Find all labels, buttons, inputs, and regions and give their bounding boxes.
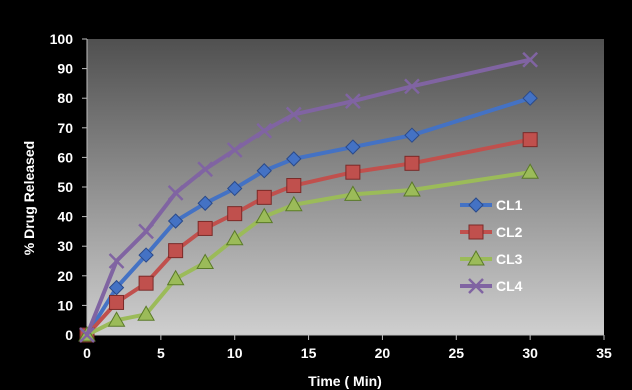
- series-cl4-point-stroke: [138, 223, 154, 240]
- series-cl4-point-stroke: [79, 327, 95, 343]
- series-cl4-point-stroke: [522, 51, 539, 68]
- series-cl4-point: [404, 78, 420, 95]
- series-cl1-point: [167, 213, 184, 229]
- x-tick-label: 25: [448, 345, 464, 361]
- series-cl4-point: [226, 142, 243, 158]
- series-cl4-point: [167, 185, 184, 201]
- x-tick-label: 30: [522, 345, 538, 361]
- legend-cl1-label: CL1: [496, 197, 523, 213]
- y-tick-label: 40: [57, 209, 73, 225]
- x-tick-label: 5: [157, 345, 165, 361]
- y-tick-label: 60: [57, 149, 73, 165]
- x-tick-label: 35: [596, 345, 612, 361]
- series-cl1-point: [345, 139, 361, 155]
- series-cl4-point-stroke: [167, 185, 184, 201]
- series-cl3-point: [255, 207, 274, 224]
- x-tick-label: 20: [375, 345, 391, 361]
- legend-item-cl4: CL4: [460, 278, 523, 294]
- series-cl1-point: [108, 279, 125, 296]
- x-axis-title: Time ( Min): [308, 373, 382, 389]
- series-cl4: [79, 51, 539, 343]
- series-cl2-point: [404, 155, 420, 171]
- series-cl4-point-stroke: [226, 142, 243, 158]
- legend-cl4-marker-stroke: [468, 278, 484, 294]
- y-tick-label: 90: [57, 61, 73, 77]
- series-cl1-point: [404, 127, 420, 143]
- series-cl4-point-stroke: [197, 161, 214, 178]
- legend-cl3-marker: [467, 249, 485, 266]
- y-tick-label: 50: [57, 179, 73, 195]
- y-tick-label: 0: [65, 327, 73, 343]
- series-cl4-point: [138, 223, 154, 240]
- legend: CL1 CL2 CL3 CL4: [460, 197, 523, 294]
- series-cl2-point: [109, 294, 125, 310]
- x-tick-label: 15: [301, 345, 317, 361]
- legend-item-cl2: CL2: [460, 224, 523, 240]
- series-cl3-point: [166, 269, 185, 286]
- x-tick-label: 0: [83, 345, 91, 361]
- series-cl1: [79, 90, 538, 343]
- series-cl1-point: [256, 163, 272, 179]
- y-tick-label: 100: [50, 31, 74, 47]
- series-cl1-point: [227, 180, 243, 197]
- y-axis-title: % Drug Released: [21, 141, 37, 255]
- y-tick-label: 20: [57, 268, 73, 284]
- series-cl4-point: [522, 51, 539, 68]
- y-tick-label: 10: [57, 297, 73, 313]
- series-cl4-point: [108, 253, 125, 269]
- series-cl2-point: [197, 220, 213, 236]
- legend-cl4-marker: [468, 278, 484, 294]
- series-cl2-point: [345, 164, 361, 180]
- series-cl1-point: [138, 247, 154, 263]
- series-cl4-point: [285, 106, 302, 123]
- y-tick-label: 30: [57, 238, 73, 254]
- legend-item-cl1: CL1: [460, 197, 523, 213]
- legend-item-cl3: CL3: [460, 249, 523, 267]
- series-cl3-point: [403, 180, 421, 197]
- legend-cl1-marker: [468, 197, 484, 213]
- series-cl4-point-stroke: [108, 253, 125, 269]
- series-cl4-point: [79, 327, 95, 343]
- series-cl3: [78, 163, 540, 342]
- series-cl2-point: [256, 189, 272, 205]
- series-cl2-point: [286, 178, 302, 194]
- series-cl2-point: [168, 243, 184, 259]
- series-cl3-point: [107, 311, 126, 327]
- series-cl4-point-stroke: [285, 106, 302, 123]
- series-cl2-point: [227, 206, 243, 222]
- x-tick-label: 10: [227, 345, 243, 361]
- y-tick-label: 70: [57, 120, 73, 136]
- series-cl4-point-stroke: [256, 122, 273, 139]
- series-cl4-point-stroke: [345, 93, 361, 110]
- series-cl1-point: [286, 151, 302, 167]
- series-cl2-point: [138, 275, 154, 291]
- y-tick-label: 80: [57, 90, 73, 106]
- series-cl3-point: [521, 163, 540, 179]
- legend-cl2-label: CL2: [496, 224, 523, 240]
- series-cl3-point: [344, 185, 362, 201]
- axes: 0 10 20 30 40 50 60 70 80 90 100 0 5 10 15 20 25 30 35: [50, 31, 612, 361]
- legend-cl3-label: CL3: [496, 251, 523, 267]
- series-cl4-point-stroke: [404, 78, 420, 95]
- series-cl3-point: [284, 195, 303, 212]
- series-cl3-point: [225, 229, 244, 246]
- plot-area: [87, 39, 604, 335]
- series-cl2-point: [522, 132, 538, 148]
- series-cl4-point: [197, 161, 214, 178]
- legend-cl4-label: CL4: [496, 278, 523, 294]
- legend-cl2-marker: [468, 224, 484, 240]
- series-cl3-point: [196, 253, 215, 269]
- series-cl4-point: [345, 93, 361, 110]
- series-cl3-point: [137, 305, 155, 321]
- series-cl1-point: [522, 90, 538, 106]
- series-cl4-point: [256, 122, 273, 139]
- series-cl1-point: [197, 195, 213, 211]
- series-layer: [78, 51, 540, 343]
